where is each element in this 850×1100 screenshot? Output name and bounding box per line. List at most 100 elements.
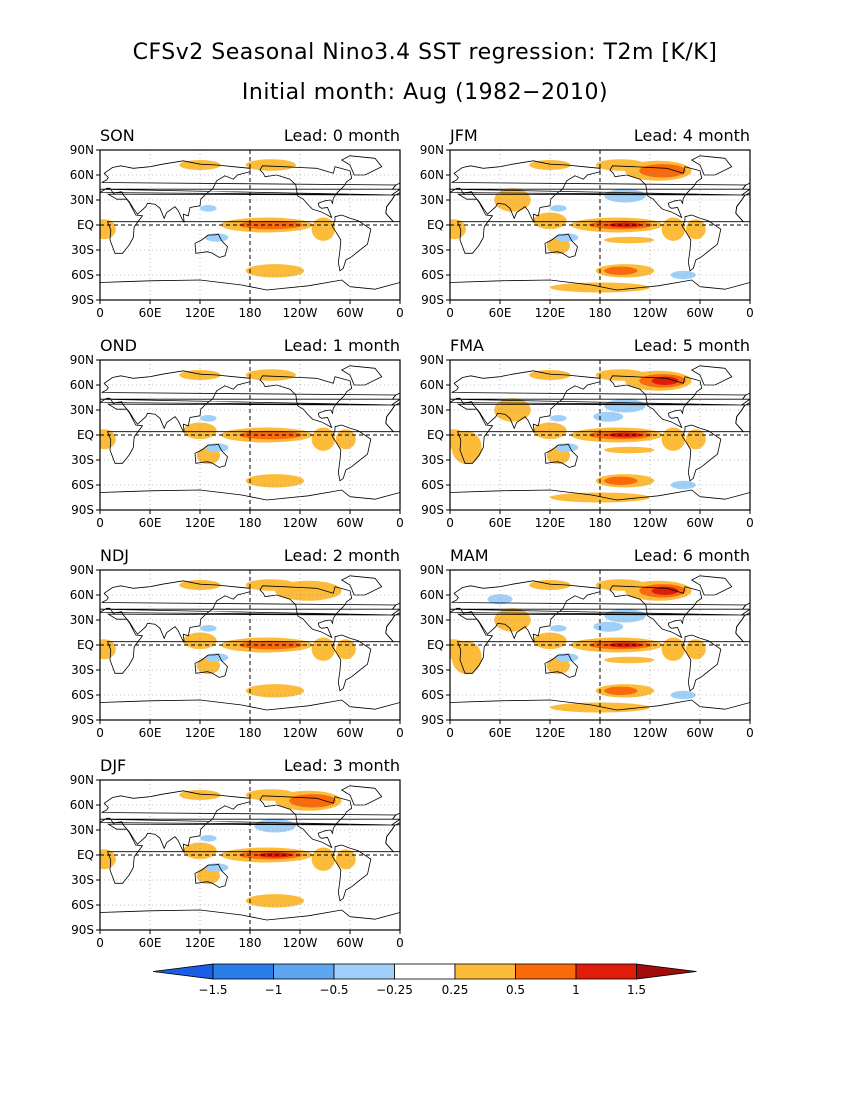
map-field (100, 570, 400, 720)
latitude-tick-label: 30N (420, 193, 444, 207)
latitude-tick-label: 30N (70, 613, 94, 627)
anomaly-contour (661, 217, 685, 241)
longitude-tick-label: 60W (336, 516, 363, 530)
anomaly-contour (451, 430, 482, 465)
anomaly-contour (593, 621, 624, 632)
coastline (100, 155, 400, 300)
anomaly-contour (604, 189, 646, 203)
latitude-tick-label: 30N (70, 403, 94, 417)
longitude-tick-label: 60W (686, 306, 713, 320)
latitude-tick-label: 90N (70, 773, 94, 787)
latitude-tick-label: EQ (427, 428, 444, 442)
longitude-tick-label: 120W (283, 726, 318, 740)
latitude-tick-label: 90S (71, 713, 94, 727)
anomaly-contour (685, 639, 706, 660)
longitude-tick-label: 60W (686, 516, 713, 530)
anomaly-contour (245, 684, 305, 698)
latitude-tick-label: EQ (77, 638, 94, 652)
latitude-tick-label: 90S (71, 503, 94, 517)
coastline (450, 365, 750, 510)
longitude-tick-label: 0 (96, 936, 104, 950)
anomaly-contour (604, 656, 655, 664)
longitude-tick-label: 120W (633, 726, 668, 740)
latitude-tick-label: 30S (71, 873, 94, 887)
longitude-tick-label: 0 (446, 306, 454, 320)
anomaly-contour (205, 863, 229, 872)
coastline (385, 812, 400, 930)
anomaly-contour (200, 835, 217, 842)
coastline (735, 182, 750, 300)
longitude-tick-label: 180 (239, 306, 262, 320)
anomaly-contour (639, 164, 686, 178)
longitude-tick-label: 120W (283, 516, 318, 530)
latitude-tick-label: 90S (421, 503, 444, 517)
anomaly-contour (546, 237, 570, 255)
latitude-tick-label: 90N (420, 353, 444, 367)
anomaly-contour (450, 219, 466, 240)
latitude-tick-label: 30S (421, 453, 444, 467)
latitude-tick-label: 60S (71, 688, 94, 702)
panel-lead-label: Lead: 3 month (284, 756, 400, 775)
panel-season-label: NDJ (100, 546, 129, 565)
anomaly-contour (200, 625, 217, 632)
anomaly-contour (651, 586, 679, 595)
panel-lead-label: Lead: 0 month (284, 126, 400, 145)
latitude-tick-label: 90N (420, 143, 444, 157)
anomaly-contour (200, 415, 217, 422)
anomaly-contour (604, 399, 646, 413)
longitude-tick-label: 120E (185, 726, 216, 740)
anomaly-contour (494, 188, 531, 212)
latitude-tick-label: 60S (71, 898, 94, 912)
anomaly-contour (550, 415, 567, 422)
longitude-tick-label: 120W (283, 936, 318, 950)
panel-season-label: JFM (449, 126, 478, 145)
longitude-tick-label: 60W (336, 306, 363, 320)
latitude-tick-label: 60S (71, 268, 94, 282)
longitude-tick-label: 120E (185, 306, 216, 320)
panel-season-label: MAM (450, 546, 489, 565)
longitude-tick-label: 60E (139, 516, 162, 530)
latitude-tick-label: EQ (77, 848, 94, 862)
latitude-tick-label: 90S (71, 923, 94, 937)
latitude-tick-label: 60N (420, 378, 444, 392)
latitude-tick-label: 30N (420, 613, 444, 627)
anomaly-contour (529, 370, 571, 380)
coastline (100, 575, 400, 720)
latitude-tick-label: 90S (421, 293, 444, 307)
figure-title: CFSv2 Seasonal Nino3.4 SST regression: T… (132, 40, 718, 65)
anomaly-contour (196, 867, 220, 885)
panel-season-label: DJF (100, 756, 126, 775)
anomaly-contour (661, 427, 685, 451)
longitude-tick-label: 0 (396, 516, 404, 530)
anomaly-contour (651, 376, 679, 385)
longitude-tick-label: 0 (396, 936, 404, 950)
anomaly-contour (335, 429, 356, 450)
anomaly-contour (245, 474, 305, 488)
latitude-tick-label: 30S (71, 663, 94, 677)
latitude-tick-label: 30N (420, 403, 444, 417)
coastline (450, 575, 750, 720)
longitude-tick-label: 0 (396, 726, 404, 740)
coastline (735, 392, 750, 510)
anomaly-contour (550, 282, 650, 293)
anomaly-contour (196, 447, 220, 465)
anomaly-contour (670, 690, 696, 700)
longitude-tick-label: 180 (589, 306, 612, 320)
anomaly-contour (494, 398, 531, 422)
coastline (100, 365, 400, 510)
panel-lead-label: Lead: 1 month (284, 336, 400, 355)
map-field (450, 150, 750, 300)
anomaly-contour (100, 639, 116, 660)
latitude-tick-label: 90S (421, 713, 444, 727)
colorbar: −1.5 −1 −0.5 −0.25 0.25 0.5 1 1.5 (152, 963, 697, 997)
panel-lead-label: Lead: 6 month (634, 546, 750, 565)
latitude-tick-label: 90N (70, 143, 94, 157)
latitude-tick-label: 60N (70, 798, 94, 812)
longitude-tick-label: 180 (589, 516, 612, 530)
anomaly-contour (196, 657, 220, 675)
